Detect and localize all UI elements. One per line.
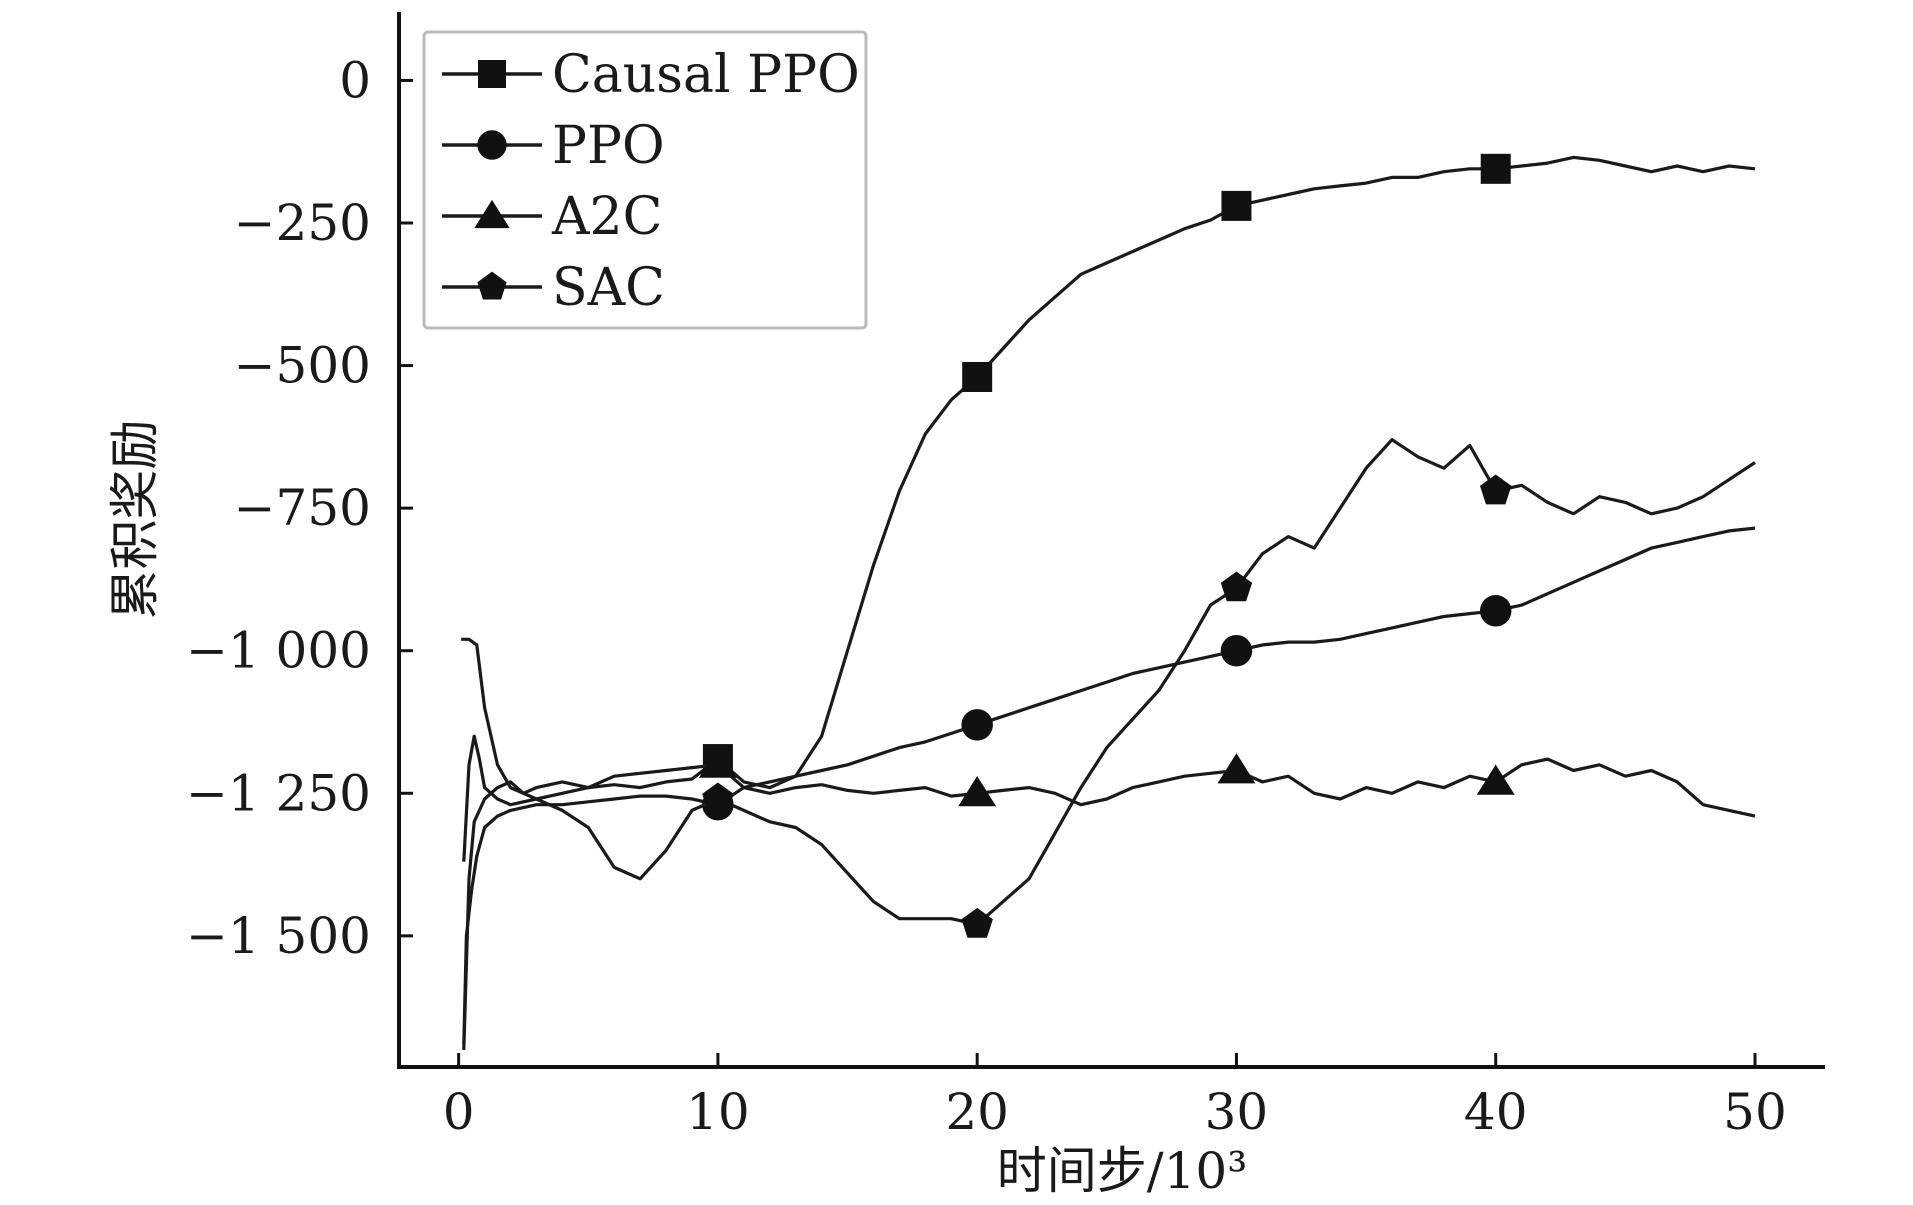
x-tick-label: 30 — [1205, 1083, 1269, 1141]
legend-label-causal-ppo: Causal PPO — [552, 45, 860, 105]
marker-causal-ppo — [1480, 153, 1511, 184]
y-tick-label: −250 — [234, 194, 371, 252]
legend-marker-ppo — [477, 130, 507, 160]
marker-a2c — [1217, 753, 1256, 784]
legend-label-sac: SAC — [552, 258, 665, 318]
series-line-ppo — [462, 526, 1756, 1045]
x-tick-label: 20 — [945, 1083, 1009, 1141]
legend-label-ppo: PPO — [552, 116, 665, 176]
x-tick-label: 10 — [686, 1083, 750, 1141]
marker-a2c — [698, 747, 737, 778]
y-tick-label: −1 250 — [186, 764, 371, 822]
legend-marker-causal-ppo — [478, 60, 506, 88]
series-line-a2c — [462, 757, 1756, 1050]
marker-ppo — [1479, 595, 1512, 627]
marker-causal-ppo — [1221, 190, 1252, 221]
marker-a2c — [1476, 764, 1515, 795]
y-tick-label: −500 — [234, 337, 371, 395]
y-tick-label: −1 000 — [186, 622, 371, 680]
y-tick-label: −1 500 — [186, 907, 371, 965]
x-axis-title: 时间步/10³ — [997, 1142, 1248, 1200]
series-layer — [461, 153, 1756, 1050]
y-tick-label: 0 — [339, 51, 371, 109]
marker-sac — [1220, 571, 1253, 602]
marker-ppo — [1220, 634, 1253, 667]
marker-sac — [702, 782, 734, 813]
marker-sac — [1480, 474, 1512, 505]
x-tick-label: 40 — [1464, 1083, 1528, 1141]
y-axis-title: 累积奖励 — [106, 420, 164, 620]
legend-box — [422, 30, 868, 330]
marker-a2c — [958, 776, 997, 807]
legend: Causal PPO PPO A2C SAC — [422, 30, 868, 330]
legend-marker-a2c — [474, 199, 510, 229]
marker-ppo — [961, 709, 993, 741]
legend-marker-sac — [477, 271, 507, 300]
x-tick-label: 50 — [1723, 1083, 1787, 1141]
axes-layer: 0 −250 −500 −750 −1 000 −1 250 −1 500 0 10 20 30 40… — [186, 12, 1825, 1141]
legend-label-a2c: A2C — [551, 187, 662, 247]
y-tick-label: −750 — [234, 479, 371, 537]
marker-sac — [961, 907, 993, 938]
x-tick-label: 0 — [443, 1083, 475, 1141]
marker-causal-ppo — [962, 361, 993, 392]
series-line-sac — [461, 438, 1756, 926]
